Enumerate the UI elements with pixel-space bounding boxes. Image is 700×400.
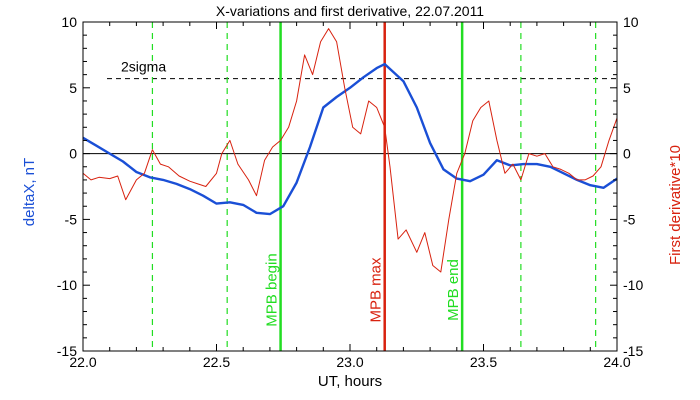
label-mpb-end: MPB end: [445, 259, 462, 321]
x-tick-label: 23.5: [470, 354, 497, 370]
label-mpb-begin: MPB begin: [264, 253, 281, 326]
y-tick-label-left: 10: [61, 14, 77, 30]
chart-series: [82, 28, 618, 273]
y-tick-label-right: 5: [623, 80, 631, 96]
chart-title: X-variations and first derivative, 22.07…: [216, 3, 484, 19]
y-tick-label-right: 0: [623, 146, 631, 162]
axis-ticks: 22.0 22.5 23.0 23.5 24.0 10 5 0 -5 -10 -15 10 5 0 -5 -1…: [57, 14, 644, 370]
chart-labels: X-variations and first derivative, 22.07…: [21, 3, 684, 390]
y-tick-label-right: -15: [623, 343, 643, 359]
y-tick-label-left: -5: [65, 211, 78, 227]
x-tick-label: 22.5: [203, 354, 230, 370]
deltax-series-line: [82, 62, 618, 216]
y-tick-label-right: -5: [623, 211, 636, 227]
x-tick-label: 24.0: [603, 354, 630, 370]
x-tick-label: 23.0: [336, 354, 363, 370]
y-axis-label-left: deltaX, nT: [21, 158, 38, 226]
chart-underlay: MPB begin MPB max MPB end: [83, 22, 617, 351]
y-tick-label-left: -10: [57, 277, 77, 293]
y-tick-label-right: -10: [623, 277, 643, 293]
y-axis-label-right: First derivative*10: [667, 145, 684, 265]
y-tick-label-left: 5: [69, 80, 77, 96]
y-tick-label-left: 0: [69, 146, 77, 162]
label-mpb-max: MPB max: [368, 257, 385, 323]
derivative-series-line: [82, 28, 618, 273]
y-tick-label-left: -15: [57, 343, 77, 359]
x-tick-label: 22.0: [69, 354, 96, 370]
x-axis-label: UT, hours: [318, 373, 382, 390]
sigma-label: 2sigma: [121, 59, 166, 75]
y-tick-label-right: 10: [623, 14, 639, 30]
